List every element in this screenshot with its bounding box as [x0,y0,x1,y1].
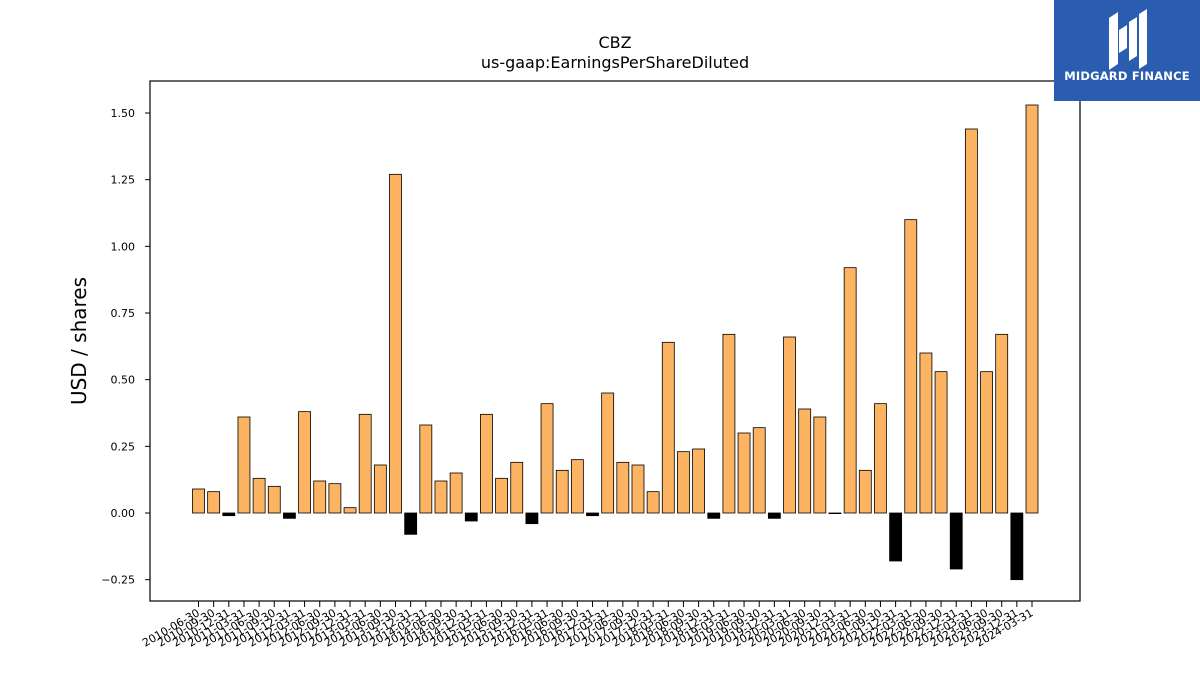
bar-2016-12-31 [586,512,599,517]
bar-2013-03-31 [358,413,372,514]
bar-2023-06-30 [980,371,993,514]
bar-2010-09-30 [207,491,221,514]
bar-2013-06-30 [373,464,387,514]
x-axis: 2010-06-302010-09-302010-12-312011-03-31… [140,601,1036,650]
bar-2021-12-31 [889,512,903,562]
bar-2011-09-30 [267,485,281,514]
chart-subtitle: us-gaap:EarningsPerShareDiluted [481,53,749,72]
plot-frame [149,80,1081,602]
y-tick-label: 1.00 [111,240,136,253]
bar-2012-03-31 [298,411,311,514]
bar-2010-12-31 [222,512,236,517]
bar-2011-03-31 [237,416,251,514]
bar-2018-03-31 [661,341,675,514]
y-axis: −0.25 0.00 0.25 0.50 0.75 1.00 1.25 1.50 [101,107,150,587]
bar-2014-12-31 [464,512,478,522]
brand-logo-text: MIDGARD FINANCE [1064,69,1190,83]
bar-2021-09-30 [874,403,887,514]
bar-2023-03-31 [964,128,978,514]
y-tick-label: 1.25 [111,174,136,187]
bar-2020-09-30 [813,416,827,514]
bar-2021-03-31 [843,267,857,514]
bar-2020-12-31 [828,512,842,515]
bar-2018-09-30 [692,448,705,514]
bar-2015-12-31 [525,512,539,525]
bar-2019-09-30 [752,427,766,514]
bar-2014-06-30 [434,480,448,514]
bar-2011-12-31 [283,512,296,519]
bar-2010-06-30 [192,488,205,514]
y-tick-label: −0.25 [101,574,135,587]
bar-2011-06-30 [252,477,266,514]
bar-2017-06-30 [616,461,630,514]
bar-2013-09-30 [389,173,402,514]
y-tick-label: 1.50 [111,107,136,120]
bar-2015-06-30 [495,477,508,514]
brand-logo: MIDGARD FINANCE [1054,0,1200,101]
bar-2020-03-31 [783,336,796,514]
y-tick-label: 0.25 [111,440,136,453]
y-tick-label: 0.75 [111,307,136,320]
bar-2017-09-30 [631,464,645,514]
bar-2018-06-30 [677,451,690,514]
bar-2016-09-30 [570,459,584,514]
bar-2017-03-31 [601,392,615,514]
bar-2023-12-31 [1010,512,1024,581]
bar-2012-12-31 [343,507,357,514]
bar-2019-12-31 [767,512,781,519]
y-axis-label: USD / shares [67,277,91,405]
bar-2019-06-30 [737,432,751,514]
bar-2022-12-31 [949,512,963,570]
bar-2013-12-31 [404,512,418,535]
chart-title: CBZ [598,33,631,52]
bar-2016-06-30 [555,469,569,514]
midgard-logo-icon [1109,9,1147,70]
bar-2012-06-30 [313,480,327,514]
bars-group [192,104,1039,581]
bar-2015-03-31 [480,413,493,514]
bar-2023-09-30 [995,333,1009,514]
bar-2016-03-31 [540,403,554,514]
y-tick-label: 0.50 [111,374,136,387]
y-tick-label: 0.00 [111,507,136,520]
bar-2024-03-31 [1025,104,1039,514]
bar-2022-03-31 [904,219,918,514]
bar-2014-03-31 [419,424,433,514]
bar-2022-06-30 [919,352,933,514]
bar-2018-12-31 [707,512,721,519]
bar-2019-03-31 [722,333,736,514]
bar-2021-06-30 [858,469,872,514]
bar-2015-09-30 [510,461,524,514]
bar-2022-09-30 [934,371,948,514]
bar-2012-09-30 [328,483,342,514]
bar-2020-06-30 [798,408,812,514]
bar-2014-09-30 [449,472,463,514]
bar-2017-12-31 [646,491,660,514]
